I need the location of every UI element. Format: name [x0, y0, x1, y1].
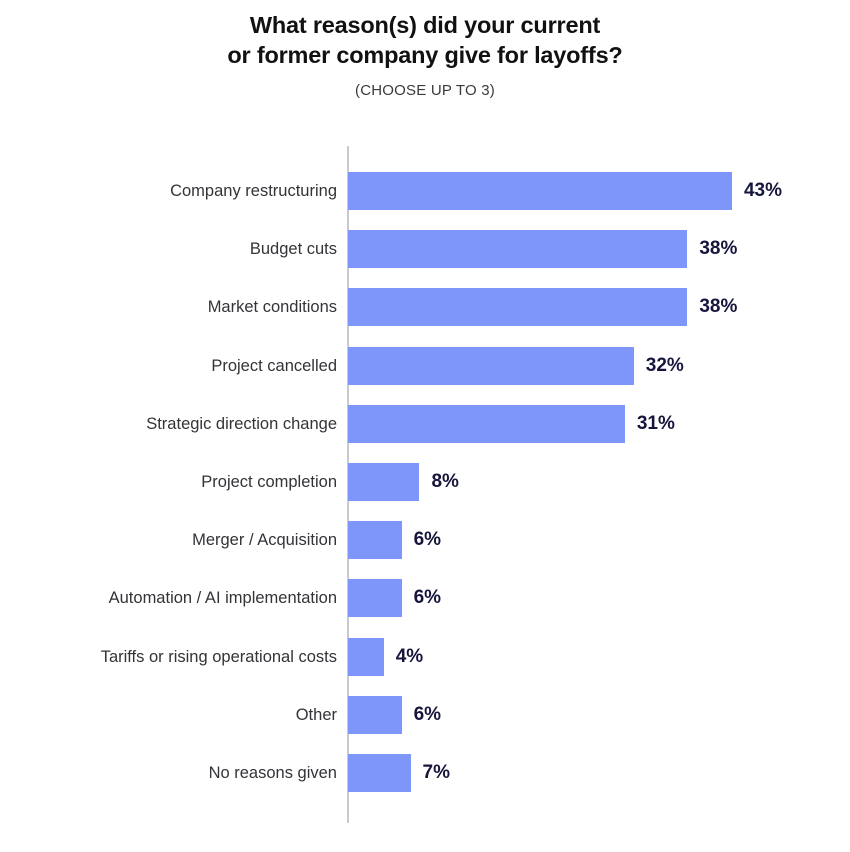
bar [348, 230, 688, 269]
category-label: Budget cuts [249, 240, 337, 259]
category-label: Other [295, 705, 337, 724]
bar [348, 579, 402, 618]
bar-row: Market conditions 38% [0, 288, 850, 327]
bar-row: Budget cuts 38% [0, 230, 850, 269]
bar [348, 463, 420, 501]
bar-row: Automation / AI implementation 6% [0, 579, 850, 618]
category-label: No reasons given [208, 764, 337, 782]
category-label: Project completion [201, 473, 337, 491]
bar-value-label: 7% [422, 762, 450, 783]
category-label: Merger / Acquisition [192, 531, 337, 550]
chart-title: What reason(s) did your current or forme… [227, 12, 623, 68]
bar-row: Project cancelled 32% [0, 346, 850, 385]
category-label: Strategic direction change [146, 414, 337, 433]
chart-subtitle: (CHOOSE UP TO 3) [355, 82, 495, 99]
bar-row: Other 6% [0, 695, 850, 734]
bar-value-label: 32% [645, 354, 684, 376]
bar-value-label: 31% [636, 412, 675, 434]
bar-row: Company restructuring 43% [0, 172, 850, 210]
plot-area: Company restructuring 43% Budget cuts 38% Ma… [0, 146, 850, 836]
category-label: Market conditions [207, 298, 337, 317]
bar-row: Strategic direction change 31% [0, 404, 850, 443]
y-axis-line [347, 146, 349, 823]
category-label: Automation / AI implementation [108, 589, 337, 608]
bar [348, 404, 625, 443]
bar-value-label: 8% [431, 471, 459, 492]
bar [348, 172, 732, 210]
category-label: Project cancelled [211, 356, 337, 375]
bar-row: No reasons given 7% [0, 754, 850, 792]
bar-row: Project completion 8% [0, 463, 850, 501]
bar-row: Merger / Acquisition 6% [0, 521, 850, 560]
category-label: Tariffs or rising operational costs [100, 647, 337, 666]
bar-value-label: 38% [699, 296, 738, 318]
bar-value-label: 43% [743, 180, 783, 201]
bar [348, 754, 411, 792]
bar-value-label: 6% [413, 529, 442, 551]
bar-row: Tariffs or rising operational costs 4% [0, 637, 850, 676]
chart-header: What reason(s) did your current or forme… [0, 10, 850, 99]
category-label: Company restructuring [170, 182, 337, 200]
bar [348, 637, 384, 676]
bar [348, 521, 402, 560]
bar [348, 695, 402, 734]
bar-value-label: 4% [395, 645, 424, 667]
bar [348, 288, 688, 327]
bar-value-label: 38% [699, 238, 738, 260]
bar [348, 346, 634, 385]
bar-value-label: 6% [413, 587, 442, 609]
bar-value-label: 6% [413, 703, 442, 725]
